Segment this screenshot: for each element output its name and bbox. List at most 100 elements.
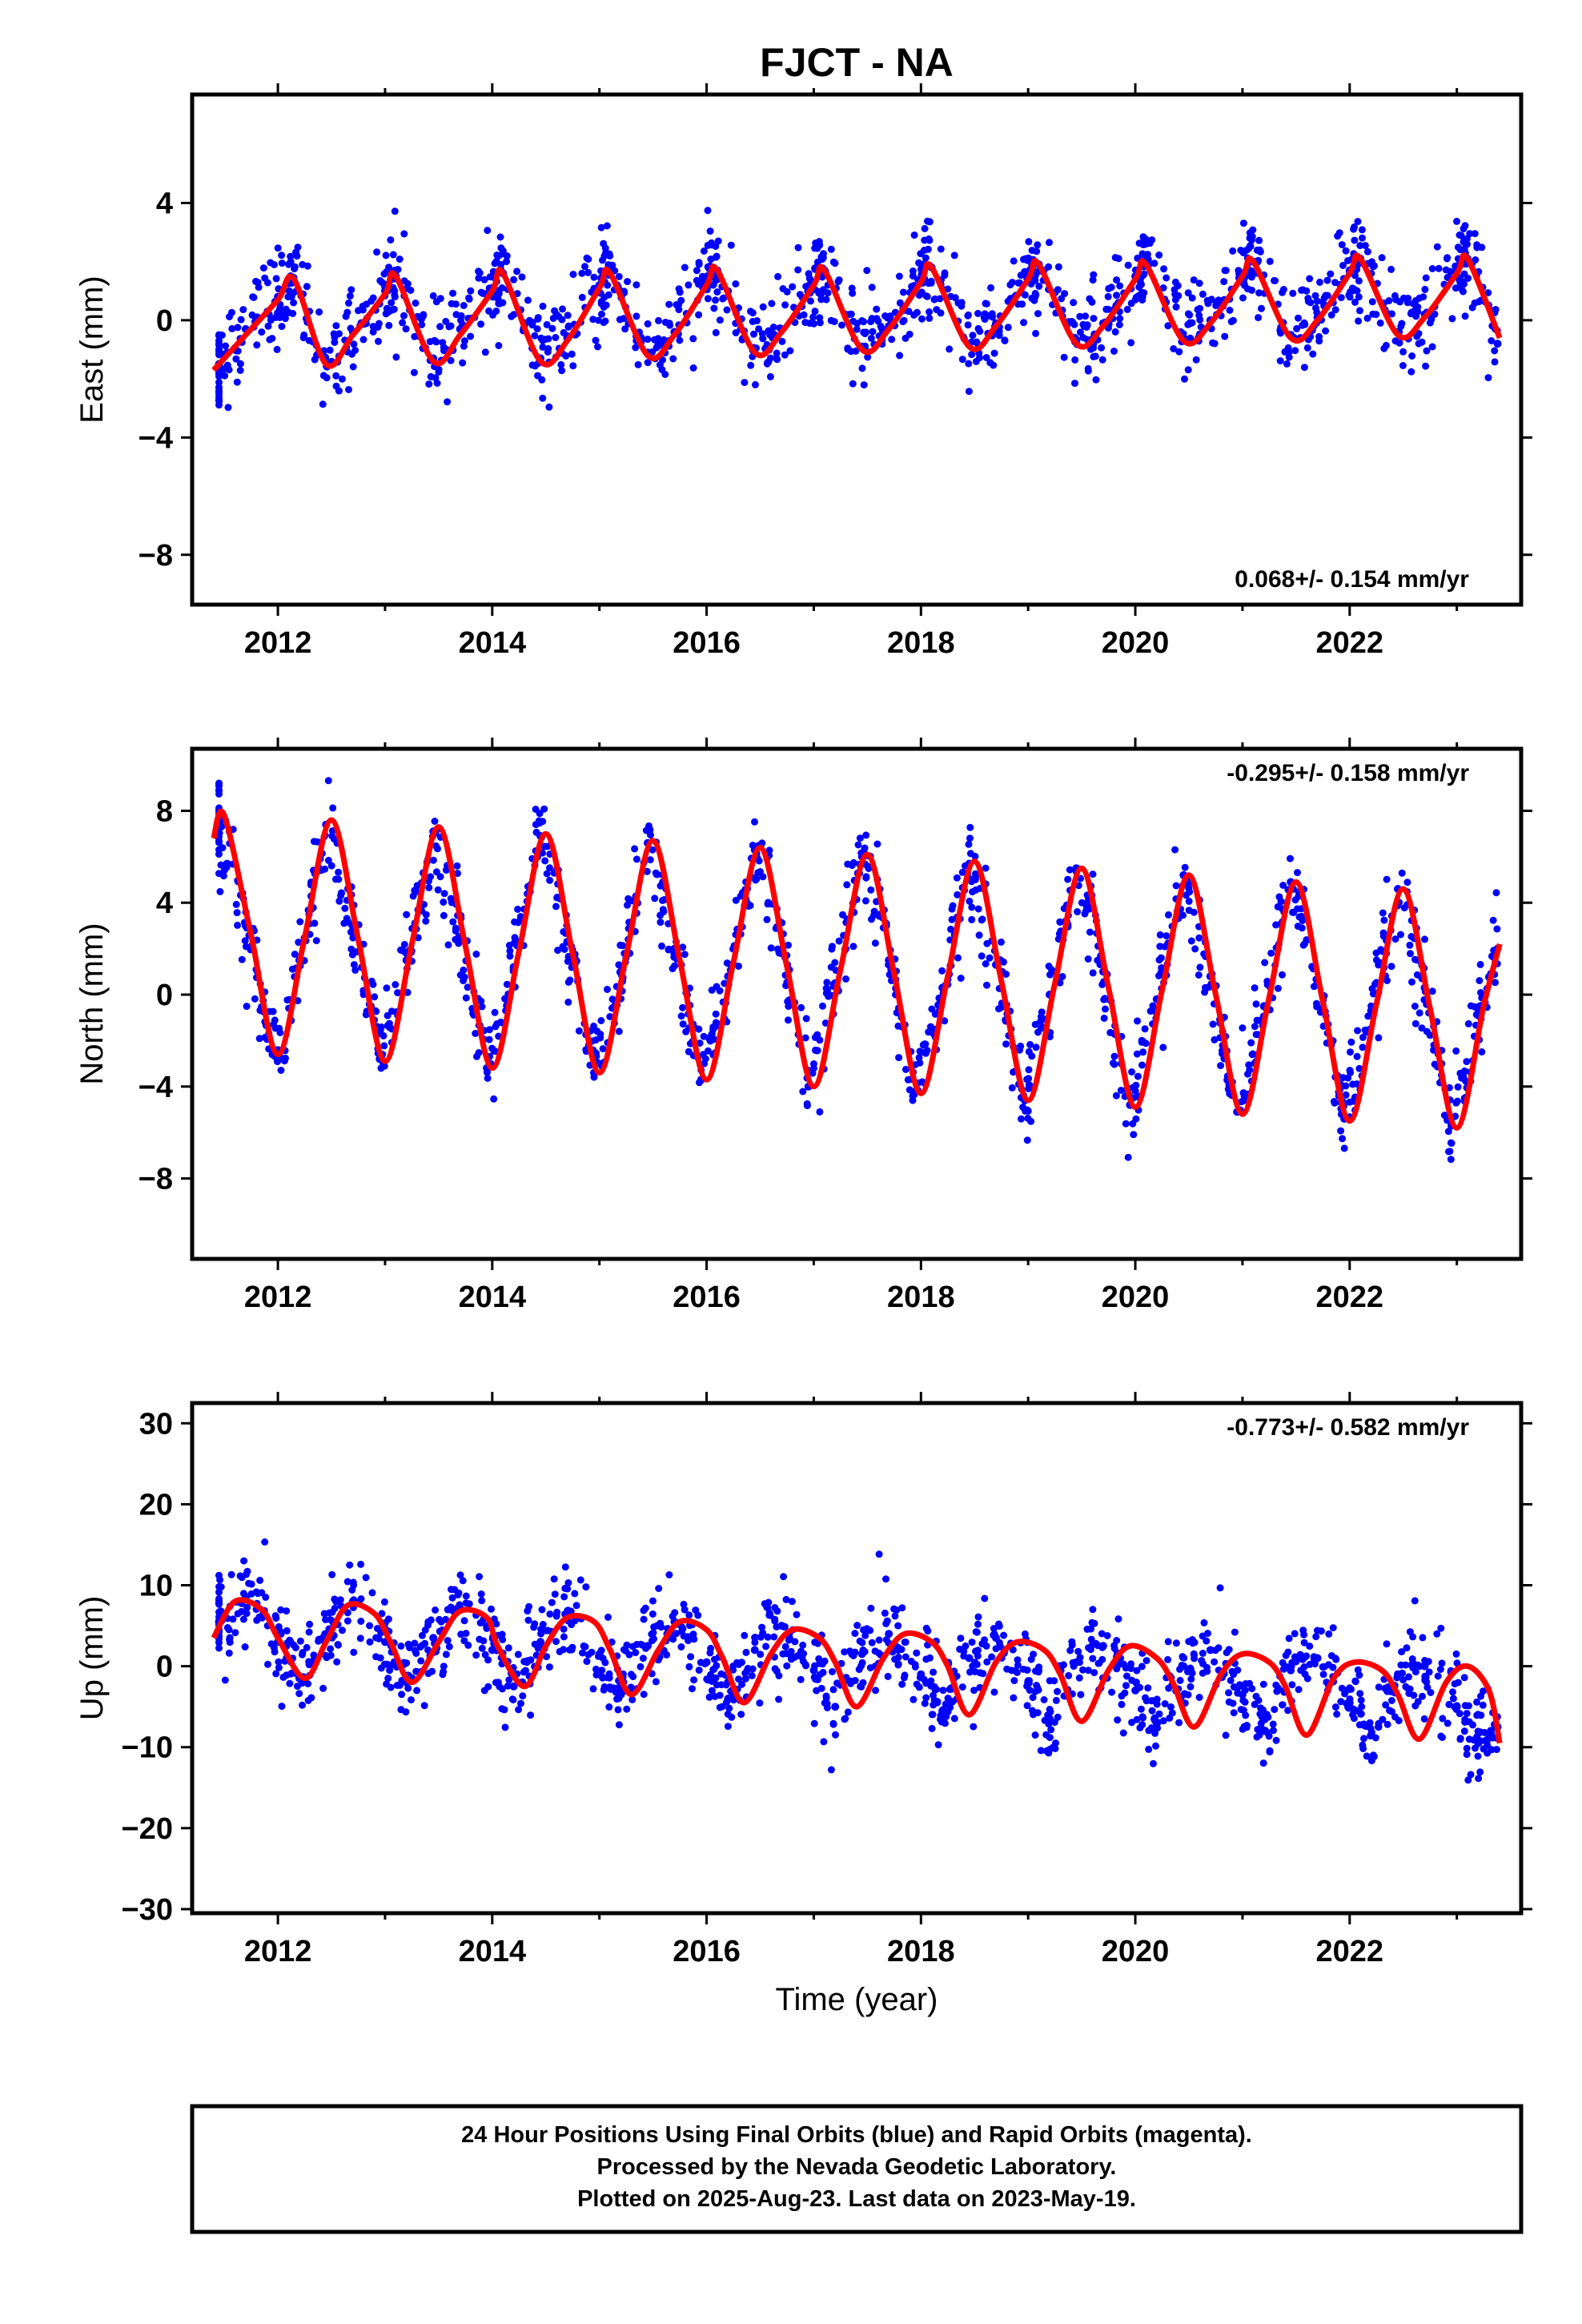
data-point-cloud: [750, 330, 757, 338]
data-point-cloud: [720, 294, 728, 302]
data-point-cloud: [810, 1719, 818, 1727]
data-point-cloud: [1460, 1727, 1468, 1735]
data-point-cloud: [865, 865, 873, 872]
data-point-cloud: [615, 272, 623, 280]
data-point-cloud: [1380, 916, 1388, 924]
data-point-cloud: [1209, 1020, 1217, 1028]
data-point-cloud: [215, 1644, 223, 1652]
data-point-cloud: [1145, 1745, 1153, 1753]
plot-frame: [190, 92, 1524, 607]
data-point-cloud: [1171, 846, 1179, 854]
data-point-cloud: [861, 1631, 869, 1639]
data-point-cloud: [763, 915, 771, 923]
data-point-cloud: [1032, 329, 1040, 337]
data-point-cloud: [335, 897, 343, 905]
data-point-cloud: [936, 295, 944, 303]
data-point-cloud: [299, 1701, 306, 1709]
data-point-cloud: [575, 1027, 583, 1035]
data-point-cloud: [770, 1633, 778, 1641]
data-point-cloud: [371, 993, 379, 1001]
data-point-cloud: [398, 1691, 406, 1699]
data-point-cloud: [1411, 1668, 1419, 1676]
data-point-cloud: [601, 1659, 609, 1667]
data-point-cloud: [695, 1667, 703, 1675]
data-point-cloud: [1251, 1700, 1259, 1708]
data-point-cloud: [592, 1665, 600, 1673]
data-point-cloud: [1114, 1716, 1122, 1724]
data-point-cloud: [391, 207, 399, 215]
data-point-cloud: [215, 389, 223, 397]
data-point-cloud: [1386, 1707, 1393, 1715]
data-point-cloud: [817, 296, 825, 304]
data-point-cloud: [858, 364, 866, 372]
data-point-cloud: [1338, 241, 1346, 249]
data-point-cloud: [436, 323, 444, 331]
data-point-cloud: [429, 856, 437, 864]
data-point-cloud: [1247, 1039, 1255, 1047]
data-point-cloud: [1046, 1677, 1054, 1685]
data-point-cloud: [913, 1649, 921, 1657]
data-point-cloud: [982, 300, 990, 308]
data-point-cloud: [1026, 1677, 1033, 1685]
data-point-cloud: [1329, 1663, 1337, 1671]
data-point-cloud: [1155, 1710, 1163, 1718]
data-point-cloud: [1289, 908, 1297, 916]
data-point-cloud: [387, 299, 396, 307]
data-point-cloud: [1492, 1746, 1500, 1754]
data-point-cloud: [493, 251, 501, 259]
data-point-cloud: [1484, 374, 1492, 382]
data-point-cloud: [1363, 314, 1371, 322]
data-point-cloud: [331, 1595, 339, 1603]
data-point-cloud: [1382, 1701, 1390, 1709]
data-point-cloud: [909, 272, 917, 280]
data-point-cloud: [860, 318, 868, 326]
data-point-cloud: [215, 397, 223, 405]
data-point-cloud: [478, 1644, 486, 1652]
data-point-cloud: [1215, 1644, 1223, 1652]
data-point-cloud: [321, 865, 329, 873]
data-point-cloud: [223, 863, 231, 871]
data-point-cloud: [974, 1620, 982, 1628]
data-point-cloud: [930, 1668, 938, 1676]
data-point-cloud: [1115, 321, 1123, 328]
data-point-cloud: [1289, 289, 1297, 297]
data-point-cloud: [706, 1649, 714, 1657]
data-point-cloud: [510, 275, 518, 283]
data-point-cloud: [716, 987, 724, 995]
data-point-cloud: [399, 319, 407, 327]
data-point-cloud: [1066, 866, 1074, 874]
data-point-cloud: [741, 1675, 749, 1683]
data-point-cloud: [481, 348, 489, 356]
data-point-cloud: [1357, 1710, 1365, 1718]
data-point-cloud: [503, 980, 511, 988]
data-point-cloud: [1083, 1625, 1091, 1633]
data-point-cloud: [1452, 1099, 1460, 1107]
data-point-cloud: [261, 1538, 269, 1546]
data-point-cloud: [1398, 320, 1406, 328]
data-point-cloud: [723, 1699, 731, 1706]
data-point-cloud: [765, 1598, 773, 1606]
data-point-cloud: [1472, 256, 1480, 263]
data-point-cloud: [1347, 1038, 1355, 1046]
data-point-cloud: [803, 1102, 811, 1110]
data-point-cloud: [842, 975, 849, 983]
data-point-cloud: [1002, 1040, 1010, 1048]
data-point-cloud: [383, 984, 391, 992]
data-point-cloud: [1420, 1715, 1428, 1723]
data-point-cloud: [409, 892, 417, 900]
data-point-cloud: [1355, 1064, 1363, 1072]
data-point-cloud: [915, 1054, 923, 1062]
data-point-cloud: [764, 900, 772, 908]
data-point-cloud: [215, 786, 223, 794]
data-point-cloud: [624, 901, 631, 909]
data-point-cloud: [447, 322, 455, 330]
data-point-cloud: [958, 356, 966, 364]
data-point-cloud: [921, 236, 929, 244]
data-point-cloud: [941, 1017, 949, 1025]
data-point-cloud: [1440, 1112, 1448, 1120]
data-point-cloud: [564, 312, 572, 320]
data-point-cloud: [895, 1054, 903, 1062]
data-point-cloud: [964, 321, 972, 329]
data-point-cloud: [856, 834, 864, 842]
